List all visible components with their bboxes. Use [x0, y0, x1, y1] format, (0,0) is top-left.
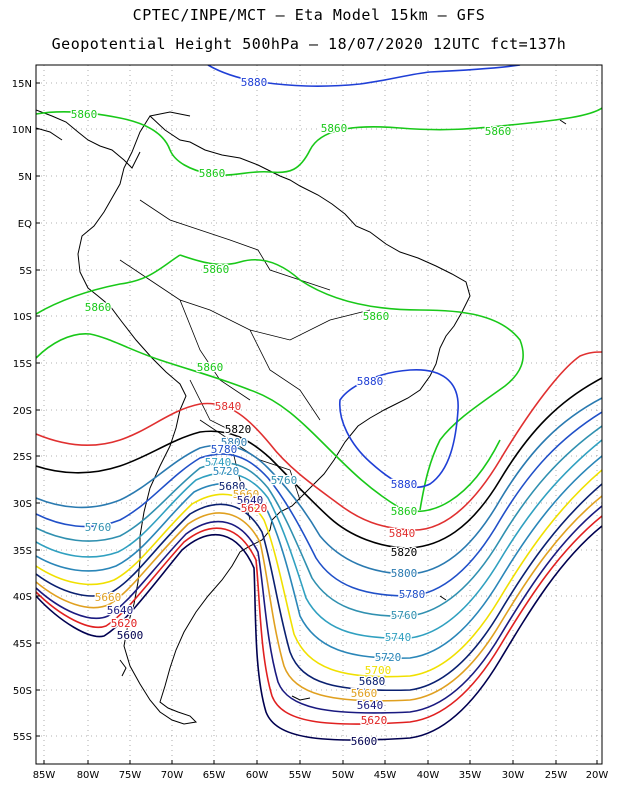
lon-label: 85W — [33, 770, 56, 781]
contour-label: 5640 — [107, 604, 134, 617]
map-frame — [35, 64, 603, 765]
contour-label: 5640 — [237, 494, 264, 507]
lat-label: 35S — [13, 546, 32, 557]
lon-label: 75W — [119, 770, 142, 781]
lat-label: 45S — [13, 639, 32, 650]
lon-label: 30W — [502, 770, 525, 781]
contour-label: 5860 — [321, 122, 348, 135]
contour-label: 5780 — [399, 588, 426, 601]
contour-label: 5780 — [211, 443, 238, 456]
contour-labels: 5880 5860 5860 5860 5860 5860 5860 5860 5860 5880… — [70, 75, 513, 750]
lat-label: 50S — [13, 686, 32, 697]
lat-label: 30S — [13, 499, 32, 510]
contour-label: 5880 — [391, 478, 418, 491]
contour-label: 5820 — [391, 546, 418, 559]
contour-label: 5740 — [385, 631, 412, 644]
contour-5660 — [36, 495, 602, 702]
lat-label: 40S — [13, 592, 32, 603]
map-title-line2: Geopotential Height 500hPa – 18/07/2020 … — [51, 35, 567, 53]
contour-label: 5620 — [111, 617, 138, 630]
contour-5880-south — [339, 369, 459, 489]
contour-label: 5640 — [357, 699, 384, 712]
lon-label: 65W — [203, 770, 226, 781]
contour-label: 5860 — [199, 167, 226, 180]
contour-label: 5860 — [391, 505, 418, 518]
axis-labels: 15N 10N 5N EQ 5S 10S 15S 20S 25S 30S 35S 40S 45S 50S 5… — [12, 79, 609, 781]
contour-5740 — [36, 439, 602, 640]
contour-label: 5760 — [391, 609, 418, 622]
lon-label: 20W — [586, 770, 609, 781]
contour-label: 5860 — [203, 263, 230, 276]
contour-5640 — [36, 505, 602, 714]
contour-5880-north — [207, 65, 521, 87]
contour-label: 5740 — [205, 456, 232, 469]
contour-label: 5760 — [85, 521, 112, 534]
contour-label: 5600 — [117, 629, 144, 642]
contour-label: 5860 — [71, 108, 98, 121]
contour-label: 5660 — [351, 687, 378, 700]
contour-label: 5860 — [485, 125, 512, 138]
lat-label: 55S — [13, 732, 32, 743]
contour-5820 — [36, 377, 602, 549]
lat-label: 5S — [19, 266, 32, 277]
contour-label: 5720 — [213, 465, 240, 478]
contour-5780 — [36, 411, 602, 597]
lat-label: 20S — [13, 406, 32, 417]
country-borders — [119, 199, 371, 521]
contour-label: 5840 — [215, 400, 242, 413]
contour-label: 5660 — [233, 488, 260, 501]
contour-label: 5700 — [365, 664, 392, 677]
contour-label: 5800 — [221, 436, 248, 449]
lon-label: 80W — [77, 770, 100, 781]
contour-5840 — [36, 351, 602, 531]
lat-label: 15S — [13, 359, 32, 370]
contour-5620 — [36, 515, 602, 725]
contour-label: 5860 — [85, 301, 112, 314]
islands — [119, 119, 567, 701]
contour-5700 — [36, 469, 602, 678]
contour-label: 5620 — [361, 714, 388, 727]
contour-label: 5840 — [389, 527, 416, 540]
lat-lon-grid — [36, 65, 602, 764]
lon-label: 60W — [246, 770, 269, 781]
coastline-south-america — [77, 115, 471, 725]
contour-5860-north — [36, 107, 602, 176]
map-title-line1: CPTEC/INPE/MCT – Eta Model 15km – GFS — [132, 6, 486, 24]
lon-label: 35W — [459, 770, 482, 781]
contour-5800 — [36, 397, 602, 575]
contour-label: 5620 — [241, 502, 268, 515]
lon-label: 50W — [332, 770, 355, 781]
coastline-central-america — [36, 109, 191, 169]
contour-label: 5720 — [375, 651, 402, 664]
lon-label: 40W — [417, 770, 440, 781]
contour-label: 5800 — [391, 567, 418, 580]
lat-label: EQ — [18, 219, 32, 230]
contour-5680 — [36, 483, 602, 692]
contour-label: 5600 — [351, 735, 378, 748]
contour-label: 5660 — [95, 591, 122, 604]
lat-label: 10N — [12, 125, 32, 136]
contour-lines — [36, 65, 602, 741]
contour-label: 5760 — [271, 474, 298, 487]
contour-label: 5860 — [197, 361, 224, 374]
lat-label: 15N — [12, 79, 32, 90]
lon-label: 70W — [161, 770, 184, 781]
lat-label: 25S — [13, 452, 32, 463]
contour-5860-mid — [36, 254, 524, 513]
contour-label: 5880 — [357, 375, 384, 388]
lat-label: 10S — [13, 312, 32, 323]
contour-label: 5680 — [359, 675, 386, 688]
lon-label: 55W — [289, 770, 312, 781]
lon-label: 25W — [545, 770, 568, 781]
contour-5600 — [36, 525, 602, 741]
contour-5760 — [36, 425, 602, 617]
contour-5720 — [36, 455, 602, 660]
lon-label: 45W — [374, 770, 397, 781]
lat-label: 5N — [18, 172, 32, 183]
contour-label: 5860 — [363, 310, 390, 323]
contour-label: 5880 — [241, 76, 268, 89]
contour-label: 5820 — [225, 423, 252, 436]
contour-label: 5680 — [219, 480, 246, 493]
